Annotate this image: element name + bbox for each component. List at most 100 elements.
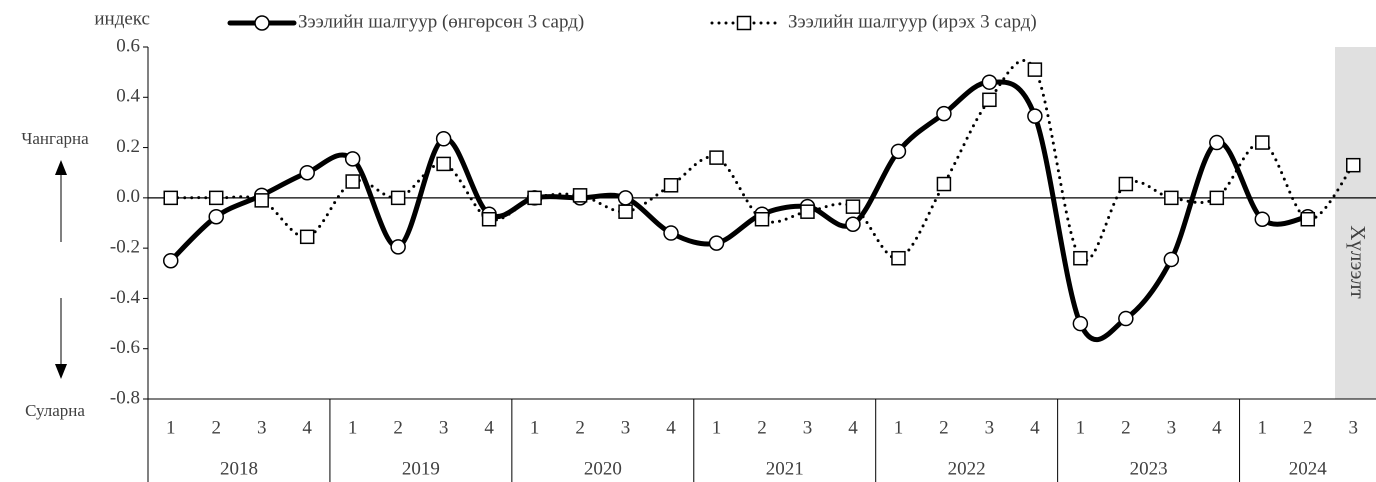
x-tick-label: 3	[439, 417, 449, 438]
series-marker	[299, 229, 315, 245]
series-marker	[708, 235, 725, 251]
x-tick-label: 3	[803, 417, 813, 438]
x-tick-label: 2	[1121, 417, 1131, 438]
series-marker	[345, 174, 360, 189]
legend-marker	[736, 15, 752, 31]
series-marker	[1164, 190, 1179, 206]
series-marker	[1118, 176, 1134, 192]
series-marker	[435, 131, 452, 147]
y-tick-label: 0.2	[116, 136, 140, 157]
x-group-label: 2021	[766, 458, 804, 479]
series-marker	[1209, 190, 1225, 206]
series-marker	[936, 176, 952, 192]
x-tick-label: 1	[348, 417, 358, 438]
x-tick-label: 1	[894, 417, 904, 438]
series-marker	[981, 74, 998, 90]
x-tick-label: 4	[302, 417, 312, 438]
x-tick-label: 3	[1167, 417, 1177, 438]
series-marker	[208, 190, 224, 206]
series-marker	[481, 211, 497, 227]
series-marker	[163, 190, 178, 206]
series-marker	[527, 190, 542, 206]
x-group-label: 2019	[402, 458, 440, 479]
x-tick-label: 2	[575, 417, 585, 438]
legend-label: Зээлийн шалгуур (ирэх 3 сард)	[788, 11, 1037, 32]
series-marker	[254, 193, 269, 208]
series-marker	[1254, 211, 1271, 227]
series-marker	[1073, 250, 1088, 266]
x-tick-label: 2	[757, 417, 767, 438]
x-tick-label: 4	[1030, 417, 1040, 438]
series-marker	[436, 156, 451, 172]
series-marker	[754, 211, 770, 227]
x-group-label: 2024	[1289, 458, 1328, 479]
x-tick-label: 4	[484, 417, 494, 438]
y-tick-label: -0.4	[110, 287, 141, 308]
x-tick-label: 2	[211, 417, 221, 438]
up-arrow-head	[55, 160, 67, 175]
x-tick-label: 4	[848, 417, 858, 438]
x-tick-label: 4	[1212, 417, 1222, 438]
series-marker	[845, 216, 861, 233]
series-marker	[1163, 251, 1180, 268]
y-tick-label: 0.6	[116, 35, 140, 56]
y-tick-label: -0.8	[110, 387, 140, 408]
x-tick-label: 2	[393, 417, 403, 438]
x-group-label: 2020	[584, 458, 622, 479]
series-marker	[1072, 315, 1089, 332]
down-arrow-head	[55, 364, 67, 379]
series-marker	[1346, 157, 1361, 173]
x-tick-label: 1	[166, 417, 176, 438]
x-tick-label: 3	[621, 417, 631, 438]
series-marker	[390, 239, 406, 255]
x-tick-label: 2	[1303, 417, 1313, 438]
x-tick-label: 4	[666, 417, 676, 438]
series-marker	[845, 199, 861, 214]
series-marker	[891, 250, 906, 266]
series-marker	[390, 190, 406, 206]
series-marker	[299, 164, 315, 181]
series-marker	[572, 188, 588, 203]
y-tick-label: 0.0	[116, 186, 140, 207]
series-marker	[1027, 62, 1043, 77]
series-marker	[344, 151, 361, 167]
x-group-label: 2018	[220, 458, 258, 479]
x-tick-label: 1	[712, 417, 722, 438]
series-marker	[1118, 310, 1134, 327]
series-marker	[618, 204, 633, 219]
y-axis-label: индекс	[94, 8, 150, 29]
x-tick-label: 3	[257, 417, 267, 438]
y-tick-label: -0.2	[110, 237, 140, 258]
series-marker	[1300, 211, 1316, 227]
x-tick-label: 2	[939, 417, 949, 438]
series-marker	[1209, 134, 1225, 151]
y-tick-label: 0.4	[116, 86, 140, 107]
series-marker	[800, 204, 815, 219]
forecast-shade	[1335, 47, 1376, 399]
series-marker	[982, 92, 997, 108]
series-marker	[709, 150, 724, 165]
up-label: Чангарна	[21, 129, 89, 148]
series-marker	[936, 105, 952, 122]
x-tick-label: 1	[1076, 417, 1086, 438]
series-marker	[890, 143, 907, 160]
x-tick-label: 3	[1349, 417, 1359, 438]
legend-label: Зээлийн шалгуур (өнгөрсөн 3 сард)	[298, 11, 584, 32]
series-line	[168, 79, 1311, 342]
series-marker	[1255, 135, 1270, 150]
x-group-label: 2022	[948, 458, 986, 479]
down-label: Суларна	[25, 401, 85, 420]
forecast-label: Хүлээлт	[1346, 225, 1370, 298]
series-marker	[617, 190, 634, 206]
series-marker	[663, 225, 679, 241]
x-tick-label: 3	[985, 417, 995, 438]
series-marker	[1027, 108, 1043, 124]
x-tick-label: 1	[1258, 417, 1268, 438]
series-marker	[208, 208, 224, 225]
legend-marker	[254, 15, 270, 31]
series-marker	[162, 252, 179, 269]
x-tick-label: 1	[530, 417, 540, 438]
y-tick-label: -0.6	[110, 337, 140, 358]
series-marker	[663, 178, 679, 193]
